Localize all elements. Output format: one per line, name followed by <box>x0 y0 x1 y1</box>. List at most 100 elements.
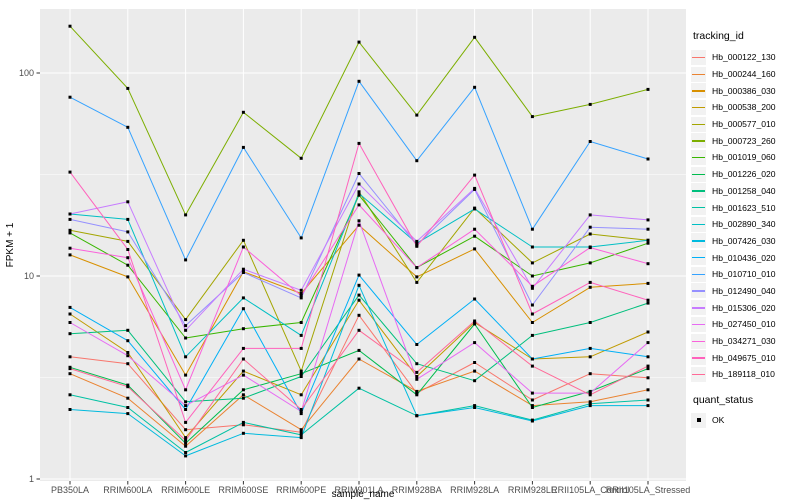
x-tick-label: PB350LA <box>51 485 89 495</box>
data-point-marker <box>415 377 419 381</box>
legend-key-line-icon <box>691 183 706 199</box>
data-point-marker <box>646 238 650 242</box>
data-point-marker <box>68 228 72 232</box>
data-point-marker <box>588 389 592 393</box>
data-point-marker <box>646 376 650 380</box>
data-point-marker <box>126 200 130 204</box>
data-point-marker <box>530 303 534 307</box>
data-point-marker <box>184 436 188 440</box>
legend-label: Hb_001623_510 <box>712 202 776 213</box>
data-point-marker <box>588 102 592 106</box>
data-point-marker <box>68 217 72 221</box>
data-point-marker <box>588 355 592 359</box>
data-point-marker <box>415 375 419 378</box>
data-point-marker <box>68 393 72 397</box>
y-axis-title: FPKM + 1 <box>5 222 16 267</box>
data-point-marker <box>473 247 477 251</box>
series-color-swatch <box>692 106 705 109</box>
legend-item: Hb_012490_040 <box>691 283 799 300</box>
data-point-marker <box>588 261 592 265</box>
data-point-marker <box>646 301 650 305</box>
x-tick-label: RRII105LA_Stressed <box>606 485 691 495</box>
quant-status-legend-title: quant_status <box>693 393 754 406</box>
data-point-marker <box>126 263 130 267</box>
data-point-marker <box>126 230 130 234</box>
legend-label: Hb_000538_200 <box>712 102 776 113</box>
legend-item: Hb_000577_010 <box>691 116 799 133</box>
data-point-marker <box>299 408 303 411</box>
data-point-marker <box>126 339 130 343</box>
plot-panel <box>40 9 686 481</box>
data-point-marker <box>241 357 245 361</box>
data-point-marker <box>68 367 72 371</box>
legend-key-line-icon <box>691 300 706 316</box>
legend-item: Hb_010710_010 <box>691 266 799 283</box>
data-point-marker <box>588 280 592 284</box>
data-point-marker <box>588 321 592 324</box>
data-point-marker <box>126 406 130 409</box>
legend-item: Hb_000538_200 <box>691 99 799 116</box>
data-point-marker <box>473 227 477 231</box>
data-point-marker <box>357 348 361 352</box>
data-point-marker <box>184 428 188 432</box>
data-point-marker <box>184 420 188 424</box>
data-point-marker <box>68 212 72 216</box>
data-point-marker <box>415 159 419 163</box>
data-point-marker <box>646 355 650 359</box>
series-color-swatch <box>692 290 705 292</box>
data-point-marker <box>357 313 361 317</box>
data-point-marker <box>588 213 592 217</box>
data-point-marker <box>646 341 650 345</box>
data-point-marker <box>68 253 72 257</box>
x-tick-label: RRIM928LA <box>450 485 499 495</box>
legend-label: Hb_027450_010 <box>712 319 776 330</box>
quant-status-legend-item: OK <box>691 412 799 429</box>
data-point-marker <box>415 389 419 393</box>
data-point-marker <box>646 262 650 266</box>
data-point-marker <box>68 312 72 316</box>
series-color-swatch <box>692 307 705 309</box>
data-point-marker <box>241 296 245 300</box>
data-point-marker <box>241 245 245 249</box>
data-point-marker <box>241 238 245 242</box>
data-point-marker <box>530 115 534 119</box>
data-point-marker <box>241 388 245 392</box>
data-point-marker <box>646 281 650 285</box>
data-point-marker <box>530 357 534 361</box>
data-point-marker <box>184 324 188 328</box>
ok-point-key <box>691 412 706 428</box>
data-point-marker <box>530 398 534 402</box>
data-point-marker <box>126 351 130 354</box>
series-color-swatch <box>692 190 705 192</box>
data-point-marker <box>299 393 303 397</box>
legend-key-line-icon <box>691 116 706 132</box>
series-color-swatch <box>692 207 705 209</box>
series-color-swatch <box>692 90 705 92</box>
data-point-marker <box>126 396 130 400</box>
data-point-marker <box>357 283 361 287</box>
data-point-marker <box>473 207 477 211</box>
data-point-marker <box>68 95 72 99</box>
data-point-marker <box>646 157 650 161</box>
data-point-marker <box>241 393 245 397</box>
data-point-marker <box>646 298 650 302</box>
data-point-marker <box>646 367 650 371</box>
data-point-marker <box>184 444 188 448</box>
data-point-marker <box>299 410 303 413</box>
data-point-marker <box>184 438 188 442</box>
series-color-swatch <box>692 357 705 359</box>
data-point-marker <box>473 404 477 408</box>
data-point-marker <box>68 321 72 324</box>
data-point-marker <box>530 391 534 395</box>
x-tick-label: RRIM600LE <box>161 485 210 495</box>
data-point-marker <box>473 341 477 345</box>
data-point-marker <box>126 248 130 251</box>
legend-items: Hb_000122_130 Hb_000244_160 Hb_000386_030 H… <box>691 49 799 383</box>
data-point-marker <box>588 225 592 229</box>
data-point-marker <box>299 156 303 160</box>
data-point-marker <box>357 182 361 186</box>
data-point-marker <box>299 428 303 432</box>
data-point-marker <box>299 321 303 324</box>
legend-item: Hb_027450_010 <box>691 316 799 333</box>
